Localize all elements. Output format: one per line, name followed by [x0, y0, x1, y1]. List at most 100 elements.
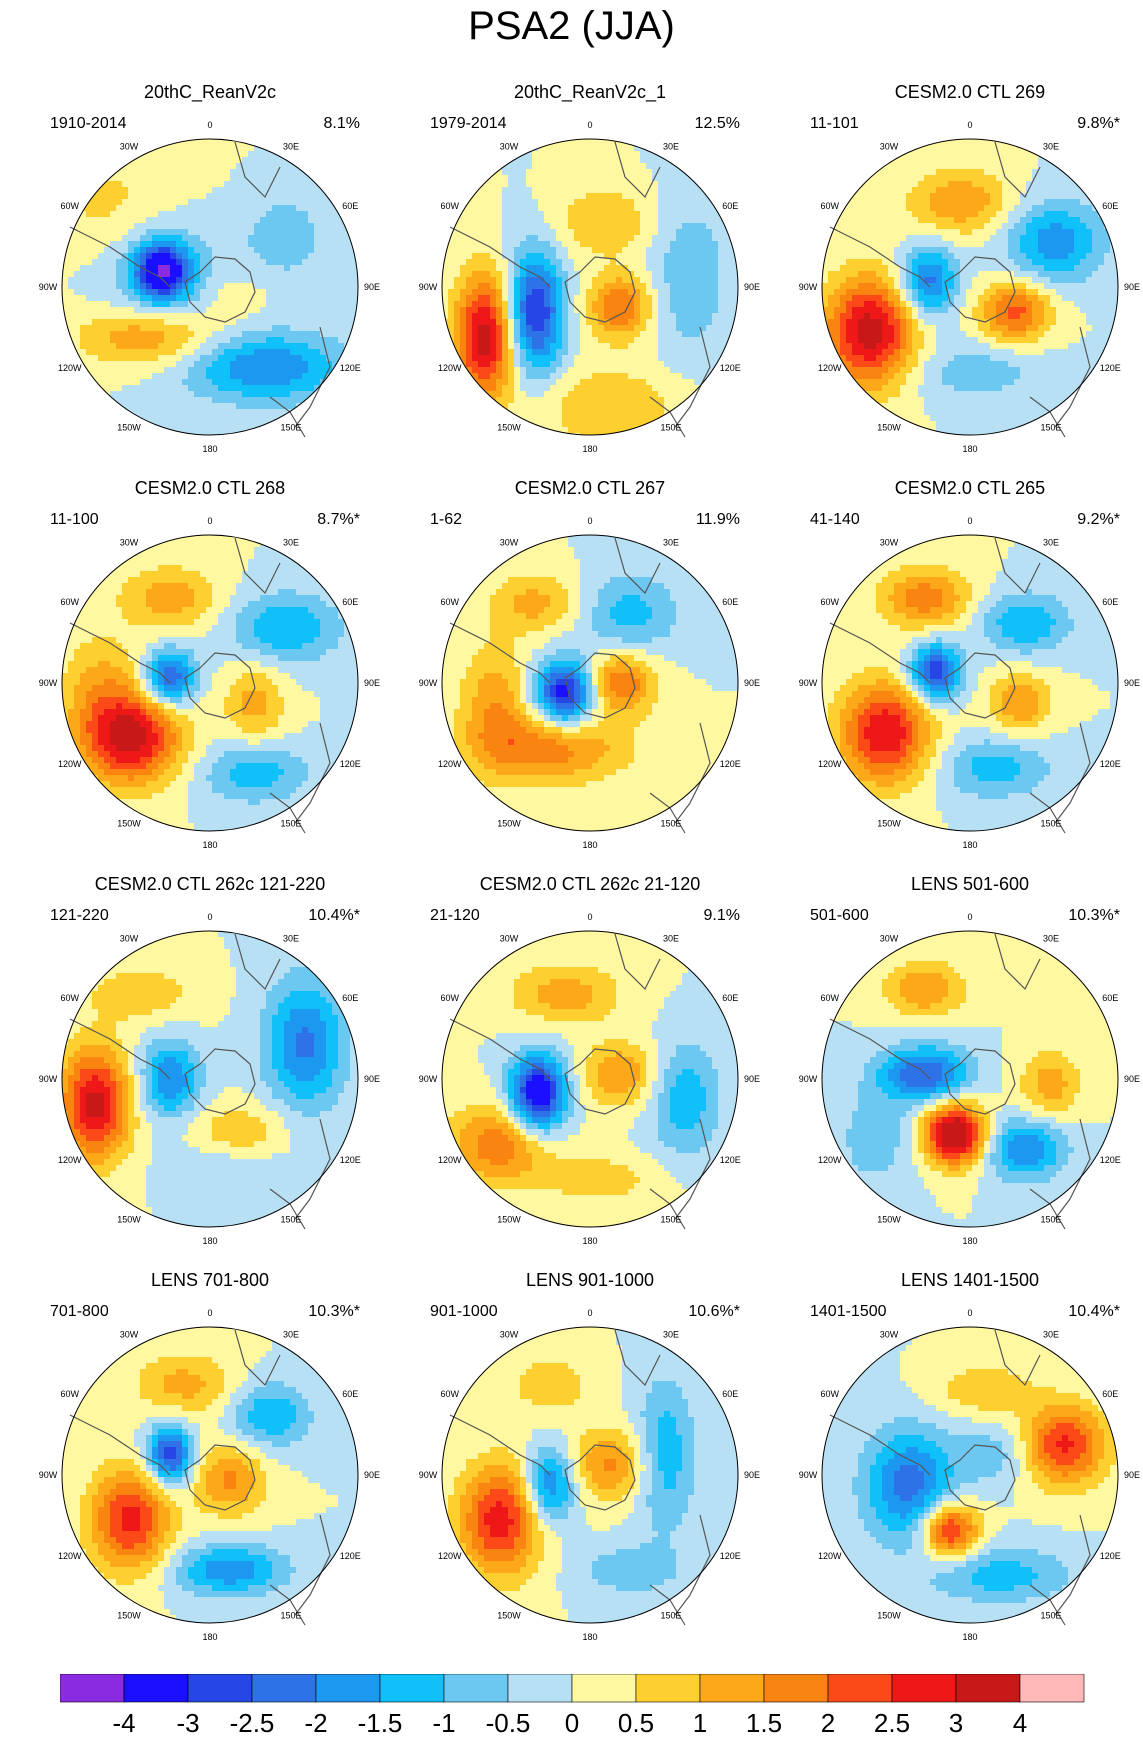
- longitude-label: 90W: [39, 1470, 58, 1480]
- map-panel: 0 30E 60E 90E 120E 150E 180 150W 120W 90W 60W 30W LE…: [400, 1270, 780, 1665]
- colorbar-segment: [443, 1674, 509, 1703]
- colorbar-label: 0: [565, 1708, 579, 1736]
- longitude-label: 60W: [60, 1389, 79, 1399]
- longitude-label: 0: [967, 516, 972, 526]
- colorbar-label: 1: [693, 1708, 707, 1736]
- longitude-label: 30W: [500, 142, 519, 152]
- colorbar-label: 1.5: [746, 1708, 782, 1736]
- longitude-label: 90W: [39, 678, 58, 688]
- colorbar-label: -1.5: [358, 1708, 403, 1736]
- longitude-label: 30W: [880, 1330, 899, 1340]
- colorbar-label: -3: [176, 1708, 199, 1736]
- coastline: [449, 1329, 711, 1626]
- longitude-label: 90W: [39, 282, 58, 292]
- panel-title: CESM2.0 CTL 262c 121-220: [20, 874, 400, 895]
- panel-years: 901-1000: [430, 1303, 498, 1321]
- colorbar-segment: [123, 1674, 189, 1703]
- longitude-label: 0: [587, 1308, 592, 1318]
- longitude-label: 90E: [364, 1470, 380, 1480]
- colorbar-label: -2: [304, 1708, 327, 1736]
- map-border: [61, 1326, 359, 1624]
- anomaly-field: [62, 931, 358, 1227]
- map-panel: 0 30E 60E 90E 120E 150E 180 150W 120W 90W 60W 30W 20…: [400, 82, 780, 477]
- panel-variance-percent: 9.8%*: [1077, 115, 1120, 133]
- longitude-label: 60W: [820, 201, 839, 211]
- longitude-label: 0: [587, 516, 592, 526]
- panel-years: 1401-1500: [810, 1303, 887, 1321]
- longitude-label: 180: [582, 840, 597, 850]
- longitude-label: 0: [587, 912, 592, 922]
- longitude-label: 30W: [120, 934, 139, 944]
- longitude-label: 90E: [744, 678, 760, 688]
- map-panel: 0 30E 60E 90E 120E 150E 180 150W 120W 90W 60W 30W CE…: [780, 82, 1143, 477]
- longitude-label: 180: [202, 840, 217, 850]
- panel-years: 21-120: [430, 907, 480, 925]
- longitude-label: 30W: [120, 142, 139, 152]
- longitude-label: 60E: [342, 1389, 358, 1399]
- polar-map: 0 30E 60E 90E 120E 150E 180 150W 120W 90W 60W 30W: [419, 912, 760, 1246]
- longitude-label: 30E: [663, 934, 679, 944]
- panel-years: 701-800: [50, 1303, 109, 1321]
- longitude-label: 120W: [58, 1155, 82, 1165]
- longitude-label: 90E: [364, 1074, 380, 1084]
- longitude-label: 60W: [440, 1389, 459, 1399]
- longitude-label: 120E: [1100, 363, 1121, 373]
- longitude-label: 120W: [818, 363, 842, 373]
- map-panel: 0 30E 60E 90E 120E 150E 180 150W 120W 90W 60W 30W LE…: [780, 874, 1143, 1269]
- longitude-label: 120W: [818, 1155, 842, 1165]
- panel-variance-percent: 11.9%: [696, 511, 740, 529]
- longitude-label: 150E: [280, 422, 301, 432]
- colorbar-segment: [187, 1674, 253, 1703]
- colorbar-segment: [891, 1674, 957, 1703]
- map-border: [61, 138, 359, 436]
- coastline: [829, 537, 1091, 834]
- longitude-label: 60E: [722, 993, 738, 1003]
- panel-years: 41-140: [810, 511, 860, 529]
- longitude-label: 30E: [283, 538, 299, 548]
- longitude-label: 150W: [497, 1214, 521, 1224]
- map-border: [441, 138, 739, 436]
- panel-variance-percent: 10.3%*: [308, 1303, 360, 1321]
- map-border: [821, 1326, 1119, 1624]
- anomaly-field: [822, 931, 1118, 1227]
- longitude-label: 60W: [440, 597, 459, 607]
- longitude-label: 60W: [440, 993, 459, 1003]
- longitude-label: 150E: [280, 1610, 301, 1620]
- map-panel: 0 30E 60E 90E 120E 150E 180 150W 120W 90W 60W 30W CE…: [20, 874, 400, 1269]
- figure-title: PSA2 (JJA): [0, 4, 1143, 49]
- panel-title: CESM2.0 CTL 265: [780, 478, 1143, 499]
- map-border: [441, 534, 739, 832]
- longitude-label: 150W: [117, 818, 141, 828]
- longitude-label: 30W: [880, 934, 899, 944]
- polar-map: 0 30E 60E 90E 120E 150E 180 150W 120W 90W 60W 30W: [799, 1308, 1140, 1642]
- colorbar-segment: [507, 1674, 573, 1703]
- longitude-label: 90W: [799, 1470, 818, 1480]
- map-panel: 0 30E 60E 90E 120E 150E 180 150W 120W 90W 60W 30W LE…: [20, 1270, 400, 1665]
- coastline: [449, 537, 711, 834]
- longitude-label: 150W: [877, 818, 901, 828]
- panel-years: 11-101: [810, 115, 859, 133]
- longitude-label: 120E: [720, 363, 741, 373]
- anomaly-field: [822, 535, 1118, 831]
- colorbar-segment: [60, 1674, 125, 1703]
- longitude-label: 90E: [1124, 1074, 1140, 1084]
- anomaly-field: [62, 139, 358, 435]
- longitude-label: 60W: [60, 201, 79, 211]
- longitude-label: 120W: [818, 759, 842, 769]
- longitude-label: 90E: [1124, 678, 1140, 688]
- longitude-label: 30W: [500, 1330, 519, 1340]
- polar-map: 0 30E 60E 90E 120E 150E 180 150W 120W 90W 60W 30W: [799, 516, 1140, 850]
- longitude-label: 30E: [663, 538, 679, 548]
- longitude-label: 60W: [60, 597, 79, 607]
- polar-map: 0 30E 60E 90E 120E 150E 180 150W 120W 90W 60W 30W: [419, 516, 760, 850]
- longitude-label: 90E: [1124, 282, 1140, 292]
- anomaly-field: [62, 535, 358, 831]
- longitude-label: 120W: [58, 363, 82, 373]
- panel-title: CESM2.0 CTL 262c 21-120: [400, 874, 780, 895]
- coastline: [69, 141, 331, 438]
- longitude-label: 150E: [660, 422, 681, 432]
- panel-variance-percent: 10.6%*: [688, 1303, 740, 1321]
- longitude-label: 150E: [1040, 1610, 1061, 1620]
- longitude-label: 90E: [744, 282, 760, 292]
- colorbar-label: 4: [1013, 1708, 1027, 1736]
